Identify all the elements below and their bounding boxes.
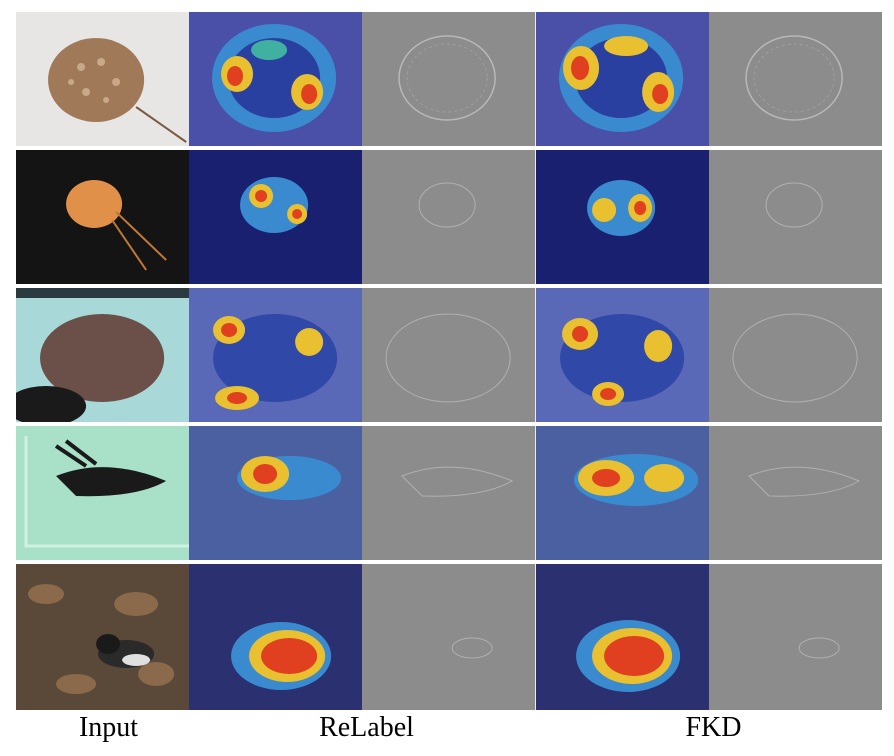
fkd-gradient — [708, 426, 882, 560]
figure-grid — [16, 12, 882, 710]
relabel-gradient — [362, 288, 536, 422]
fkd-gradient — [708, 150, 882, 284]
relabel-heatmap — [189, 288, 363, 422]
fkd-gradient — [708, 564, 882, 710]
fkd-heatmap — [535, 12, 709, 146]
input-image — [16, 426, 190, 560]
column-label-relabel: ReLabel — [319, 712, 414, 743]
relabel-gradient — [362, 150, 536, 284]
relabel-heatmap — [189, 150, 363, 284]
input-image — [16, 288, 190, 422]
figure-row — [16, 426, 882, 560]
relabel-gradient — [362, 12, 536, 146]
fkd-heatmap — [535, 426, 709, 560]
figure-row — [16, 564, 882, 710]
figure-row — [16, 150, 882, 284]
fkd-heatmap — [535, 150, 709, 284]
relabel-gradient — [362, 564, 536, 710]
fkd-gradient — [708, 288, 882, 422]
relabel-heatmap — [189, 12, 363, 146]
column-label-fkd: FKD — [685, 712, 742, 743]
figure-row — [16, 288, 882, 422]
relabel-gradient — [362, 426, 536, 560]
fkd-heatmap — [535, 564, 709, 710]
fkd-heatmap — [535, 288, 709, 422]
fkd-gradient — [708, 12, 882, 146]
input-image — [16, 150, 190, 284]
relabel-heatmap — [189, 426, 363, 560]
input-image — [16, 12, 190, 146]
relabel-heatmap — [189, 564, 363, 710]
column-label-input: Input — [78, 712, 139, 743]
figure-row — [16, 12, 882, 146]
input-image — [16, 564, 190, 710]
